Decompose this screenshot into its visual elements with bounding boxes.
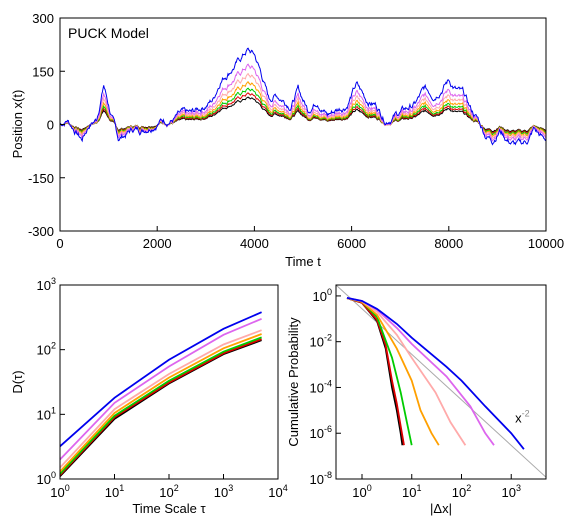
cumulative-series-line-6 (346, 297, 525, 450)
diffusion-xtick-label-0: 100 (50, 483, 69, 500)
diffusion-series-line-2 (59, 336, 262, 475)
cumulative-series-group (335, 284, 547, 478)
top-ytick-label-3: 150 (32, 64, 54, 79)
cumulative-xlabel: |Δx| (430, 501, 452, 516)
diffusion-series-line-3 (59, 333, 262, 473)
diffusion-ytick-label-0: 100 (37, 470, 56, 487)
diffusion-series-line-6 (59, 311, 262, 447)
top-ytick-label-1: -150 (28, 171, 54, 186)
top-xtick-label-0: 0 (56, 236, 63, 251)
cumulative-reference-line (335, 284, 547, 478)
cumulative-reference-label: x-2 (515, 408, 530, 425)
diffusion-xtick-label-2: 102 (159, 483, 178, 500)
top-xtick-label-5: 10000 (528, 236, 564, 251)
top-ylabel: Position x(t) (10, 90, 25, 159)
top-ytick-label-2: 0 (47, 118, 54, 133)
top-plot-frame (59, 17, 547, 232)
diffusion-xtick-label-3: 103 (214, 483, 233, 500)
diffusion-ticks: 100 101 102 103 104 100 101 102 103 (37, 276, 288, 500)
top-xlabel: Time t (285, 254, 321, 269)
diffusion-xtick-label-4: 104 (268, 483, 287, 500)
diffusion-ytick-label-3: 103 (37, 276, 56, 293)
cumulative-ytick-label-1: 10-2 (310, 333, 332, 350)
cumulative-ytick-label-0: 100 (313, 287, 332, 304)
top-xtick-label-2: 4000 (240, 236, 269, 251)
top-position-panel: 0 2000 4000 6000 8000 10000 -300 -150 0 150 300 PU… (10, 11, 564, 269)
top-xtick-label-4: 8000 (434, 236, 463, 251)
top-series-group (59, 47, 547, 146)
diffusion-series-group (59, 311, 262, 477)
top-xtick-label-3: 6000 (337, 236, 366, 251)
top-ticks: 0 2000 4000 6000 8000 10000 -300 -150 0 150 300 (28, 11, 564, 251)
cumulative-plot-frame (335, 284, 547, 480)
cumulative-ylabel: Cumulative Probability (286, 317, 301, 447)
diffusion-series-line-0 (59, 339, 262, 477)
cumulative-ticks: 100 101 102 103 100 10-2 10-4 10-6 10-8 x-2 (310, 287, 530, 500)
diffusion-ytick-label-2: 102 (37, 341, 56, 358)
cumulative-ytick-label-3: 10-6 (310, 424, 332, 441)
diffusion-panel: 100 101 102 103 104 100 101 102 103 Time Scale τ… (10, 276, 288, 516)
cumulative-ytick-label-4: 10-8 (310, 470, 332, 487)
diffusion-xlabel: Time Scale τ (132, 501, 206, 516)
diffusion-ytick-label-1: 101 (37, 405, 56, 422)
cumulative-ytick-label-2: 10-4 (310, 378, 332, 395)
cumulative-xtick-label-0: 100 (352, 483, 371, 500)
cumulative-xtick-label-3: 103 (501, 483, 520, 500)
diffusion-series-line-1 (59, 338, 262, 476)
cumulative-xtick-label-1: 101 (402, 483, 421, 500)
top-xtick-label-1: 2000 (143, 236, 172, 251)
top-series-line-6 (59, 47, 547, 146)
diffusion-ylabel: D(τ) (10, 370, 25, 393)
cumulative-xtick-label-2: 102 (452, 483, 471, 500)
top-annotation: PUCK Model (68, 25, 149, 41)
diffusion-series-line-4 (59, 329, 262, 469)
top-ytick-label-4: 300 (32, 11, 54, 26)
diffusion-series-line-5 (59, 317, 262, 461)
diffusion-xtick-label-1: 101 (105, 483, 124, 500)
top-ytick-label-0: -300 (28, 224, 54, 239)
